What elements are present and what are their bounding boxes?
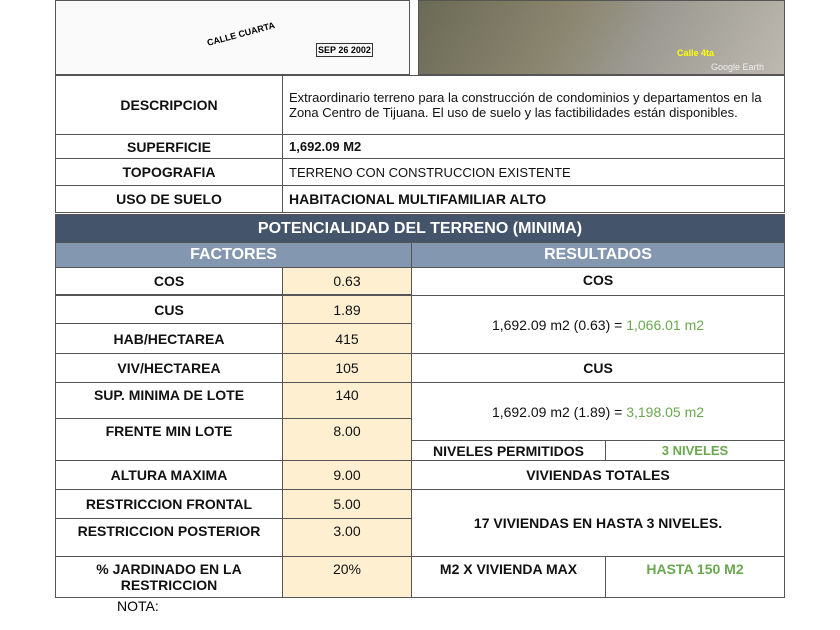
viviendas-title: VIVIENDAS TOTALES	[411, 460, 785, 490]
aerial-credit: Google Earth	[711, 62, 765, 72]
factor-value: 0.63	[282, 267, 412, 295]
cos-formula: 1,692.09 m2 (0.63) =	[491, 316, 623, 333]
factor-label: RESTRICCION POSTERIOR	[55, 518, 283, 557]
topografia-label: TOPOGRAFIA	[55, 158, 283, 186]
factor-label: RESTRICCION FRONTAL	[55, 489, 283, 519]
factor-label: % JARDINADO EN LA RESTRICCION	[55, 556, 283, 598]
uso-value: HABITACIONAL MULTIFAMILIAR ALTO	[282, 185, 785, 213]
superficie-label: SUPERFICIE	[55, 134, 283, 159]
factor-value: 20%	[282, 556, 412, 598]
cos-title: COS	[411, 267, 785, 296]
potencialidad-title: POTENCIALIDAD DEL TERRENO (MINIMA)	[55, 214, 785, 243]
nota-label: NOTA:	[117, 598, 159, 614]
factor-value: 5.00	[282, 489, 412, 519]
factor-label: VIV/HECTAREA	[55, 353, 283, 383]
m2-label: M2 X VIVIENDA MAX	[411, 556, 606, 598]
resultados-header: RESULTADOS	[411, 242, 785, 268]
topografia-value: TERRENO CON CONSTRUCCION EXISTENTE	[282, 158, 785, 186]
niveles-label: NIVELES PERMITIDOS	[411, 440, 606, 461]
factor-label: CUS	[55, 295, 283, 324]
cos-result: 1,692.09 m2 (0.63) = 1,066.01 m2	[411, 295, 785, 354]
factor-label: ALTURA MAXIMA	[55, 460, 283, 490]
viviendas-text: 17 VIVIENDAS EN HASTA 3 NIVELES.	[411, 489, 785, 557]
plan-street-label: CALLE CUARTA	[205, 20, 276, 48]
factor-label: HAB/HECTAREA	[55, 323, 283, 354]
factores-header: FACTORES	[55, 242, 412, 268]
factor-value: 105	[282, 353, 412, 383]
plan-stamp: SEP 26 2002	[316, 43, 373, 57]
factor-label: FRENTE MIN LOTE	[55, 418, 283, 461]
m2-value: HASTA 150 M2	[605, 556, 785, 598]
cus-title: CUS	[411, 353, 785, 383]
descripcion-label: DESCRIPCION	[55, 75, 283, 135]
factor-value: 8.00	[282, 418, 412, 461]
cus-result: 1,692.09 m2 (1.89) = 3,198.05 m2	[411, 382, 785, 441]
aerial-image: Calle 4ta Google Earth	[418, 0, 785, 75]
factor-value: 3.00	[282, 518, 412, 557]
site-plan-image: CALLE CUARTA SEP 26 2002	[55, 0, 410, 75]
cus-result-value: 3,198.05 m2	[626, 403, 705, 420]
cos-result-value: 1,066.01 m2	[626, 316, 705, 333]
aerial-street-label: Calle 4ta	[677, 48, 715, 58]
cus-formula: 1,692.09 m2 (1.89) =	[491, 403, 623, 420]
factor-value: 1.89	[282, 295, 412, 324]
factor-value: 9.00	[282, 460, 412, 490]
superficie-value: 1,692.09 M2	[282, 134, 785, 159]
descripcion-value: Extraordinario terreno para la construcc…	[282, 75, 785, 135]
factor-value: 415	[282, 323, 412, 354]
uso-label: USO DE SUELO	[55, 185, 283, 213]
niveles-value: 3 NIVELES	[605, 440, 785, 461]
factor-label: SUP. MINIMA DE LOTE	[55, 382, 283, 419]
factor-label: COS	[55, 267, 283, 295]
factor-value: 140	[282, 382, 412, 419]
